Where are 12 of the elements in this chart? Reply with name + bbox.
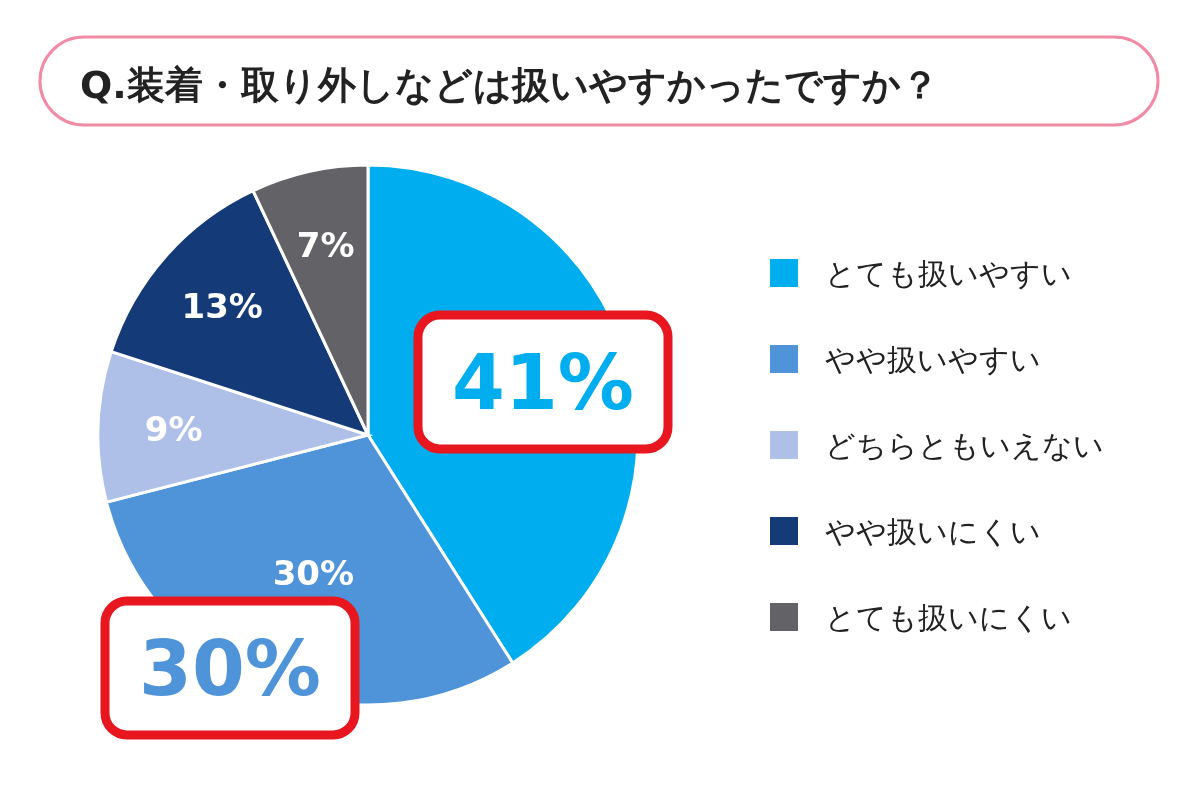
legend-label: とても扱いにくい: [825, 600, 1072, 635]
data-label: 13%: [181, 286, 263, 327]
data-label: 30%: [272, 553, 355, 594]
legend-label: やや扱いにくい: [825, 514, 1041, 549]
legend-label: とても扱いやすい: [825, 256, 1072, 291]
chart-title: Q.装着・取り外しなどは扱いやすかったですか？: [80, 63, 939, 107]
legend-label: やや扱いやすい: [825, 342, 1041, 377]
legend-label: どちらともいえない: [825, 428, 1104, 463]
data-label: 7%: [296, 225, 355, 266]
text: 30%: [139, 624, 321, 713]
text: 41%: [452, 338, 634, 427]
data-label: 9%: [144, 408, 203, 449]
